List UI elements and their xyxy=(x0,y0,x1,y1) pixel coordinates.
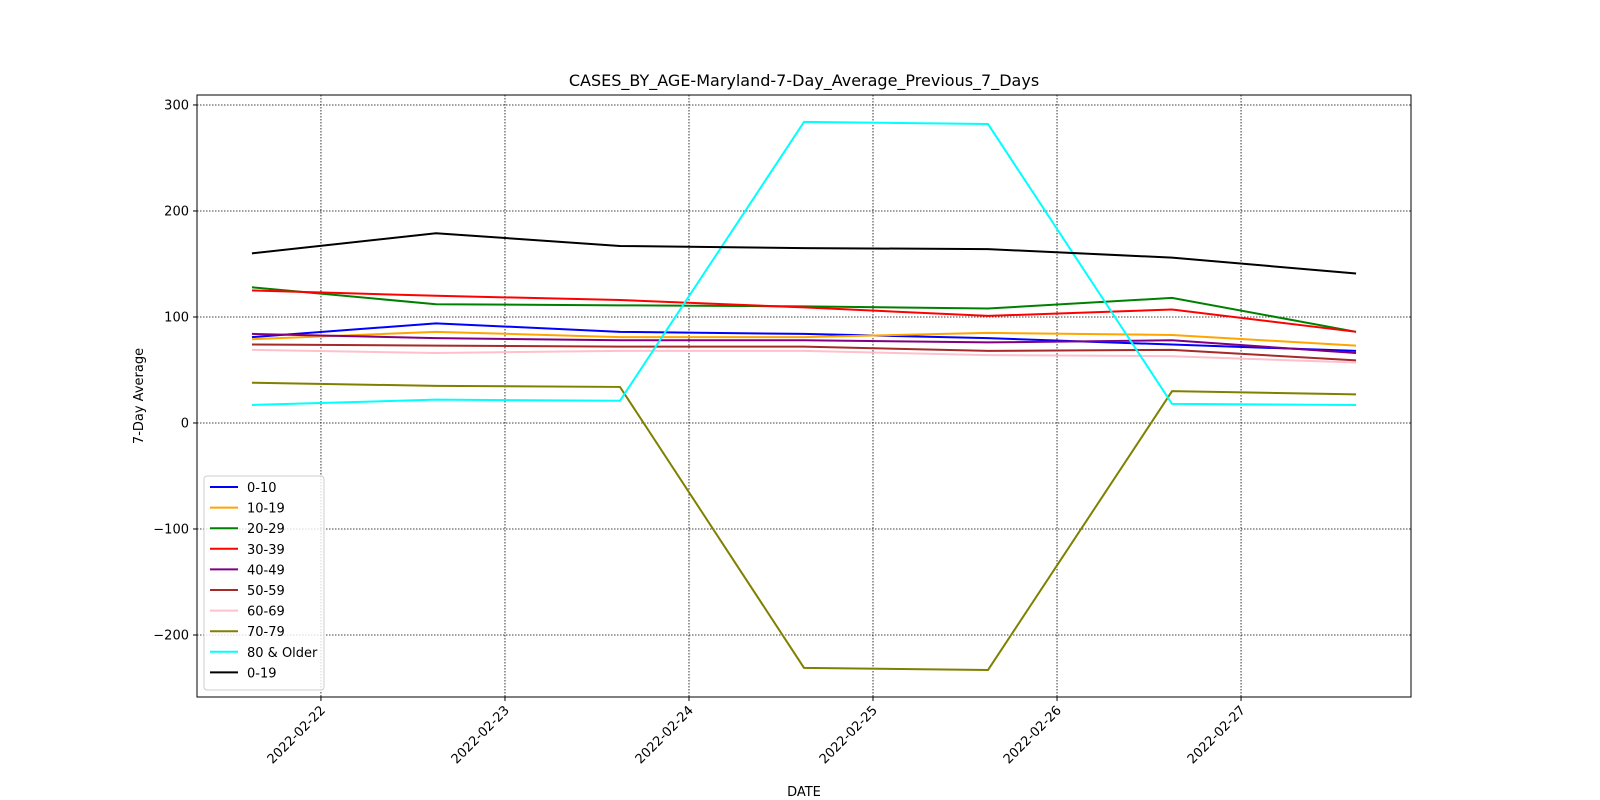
legend-label: 40-49 xyxy=(247,563,285,578)
series-line xyxy=(251,322,1357,352)
series-line xyxy=(251,232,1357,275)
y-tick-label: 200 xyxy=(164,204,189,219)
legend-label: 80 & Older xyxy=(247,646,318,661)
series-line xyxy=(251,343,1357,362)
legend-label: 70-79 xyxy=(247,625,285,640)
legend-box xyxy=(203,475,325,691)
x-tick-label: 2022-02-23 xyxy=(449,703,513,767)
legend-label: 30-39 xyxy=(247,543,285,558)
x-tick-label: 2022-02-27 xyxy=(1185,703,1249,767)
chart-title: CASES_BY_AGE-Maryland-7-Day_Average_Prev… xyxy=(569,71,1039,91)
plot-frame xyxy=(196,94,1412,698)
series-line xyxy=(251,381,1357,671)
series-line xyxy=(251,289,1357,333)
x-tick-label: 2022-02-25 xyxy=(817,703,881,767)
legend-label: 0-19 xyxy=(247,666,277,681)
x-tick-label: 2022-02-24 xyxy=(633,703,697,767)
x-axis-label: DATE xyxy=(787,785,821,800)
y-tick-label: 100 xyxy=(164,310,189,325)
series-line xyxy=(251,286,1357,333)
y-tick-label: −100 xyxy=(153,522,189,537)
legend: 0-10 10-19 20-29 30-39 40-49 50-59 60-69 70-79 8… xyxy=(203,475,325,691)
series-line xyxy=(251,330,1357,347)
legend-label: 20-29 xyxy=(247,522,285,537)
series-line xyxy=(251,348,1357,364)
series-line xyxy=(251,332,1357,355)
x-tick-label: 2022-02-22 xyxy=(265,703,329,767)
x-tick-label: 2022-02-26 xyxy=(1001,703,1065,767)
legend-label: 50-59 xyxy=(247,584,285,599)
y-tick-label: 300 xyxy=(164,98,189,113)
legend-label: 0-10 xyxy=(247,481,277,496)
legend-label: 10-19 xyxy=(247,502,285,517)
legend-label: 60-69 xyxy=(247,605,285,620)
y-tick-label: −200 xyxy=(153,628,189,643)
y-axis-label: 7-Day Average xyxy=(132,348,147,444)
y-tick-label: 0 xyxy=(181,416,189,431)
series-line xyxy=(251,120,1357,406)
